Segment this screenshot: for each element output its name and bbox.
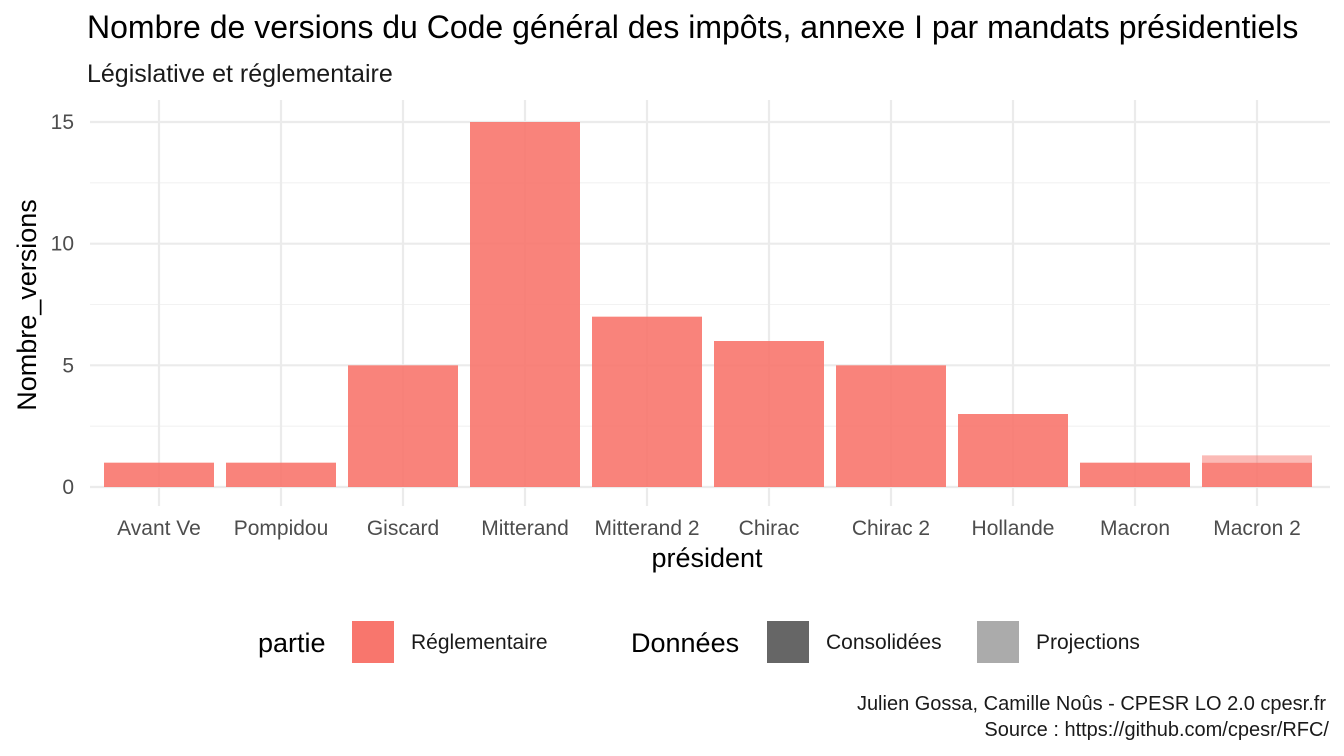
legend: partie Réglementaire Données Consolidées… <box>258 621 1140 663</box>
y-tick-label: 10 <box>51 233 74 256</box>
x-tick-label: Mitterand <box>481 517 569 540</box>
x-axis-title: président <box>651 543 763 573</box>
bar-projection-macron-2 <box>1202 455 1312 463</box>
chart-subtitle: Législative et réglementaire <box>87 60 393 88</box>
grid <box>90 100 1330 506</box>
x-tick-label: Mitterand 2 <box>594 517 699 540</box>
legend-label-consolidees: Consolidées <box>826 631 942 654</box>
legend-key-projections <box>977 621 1019 663</box>
bar-chirac-2 <box>836 365 946 487</box>
legend-title-donnees: Données <box>631 628 739 658</box>
bar-avant-ve <box>104 462 214 487</box>
caption-authors: Julien Gossa, Camille Noûs - CPESR LO 2.… <box>857 693 1326 715</box>
legend-key-consolidees <box>767 621 809 663</box>
x-tick-label: Avant Ve <box>117 517 201 540</box>
bar-macron-2 <box>1202 462 1312 487</box>
bar-macron <box>1080 462 1190 487</box>
y-axis-title: Nombre_versions <box>12 199 42 411</box>
bar-mitterand <box>470 122 580 487</box>
x-tick-label: Chirac <box>739 517 800 540</box>
bar-pompidou <box>226 462 336 487</box>
bars <box>104 122 1312 487</box>
bar-chirac <box>714 341 824 487</box>
x-axis-ticks: Avant Ve Pompidou Giscard Mitterand Mitteran… <box>117 517 1301 540</box>
x-tick-label: Hollande <box>972 517 1055 540</box>
legend-label-reglementaire: Réglementaire <box>411 631 548 654</box>
legend-key-reglementaire <box>352 621 394 663</box>
legend-title-partie: partie <box>258 628 326 658</box>
y-axis-ticks: 0 5 10 15 <box>51 111 74 499</box>
bar-giscard <box>348 365 458 487</box>
caption-source: Source : https://github.com/cpesr/RFC/ <box>984 719 1329 741</box>
y-tick-label: 5 <box>62 354 74 377</box>
x-tick-label: Chirac 2 <box>852 517 930 540</box>
x-tick-label: Pompidou <box>234 517 329 540</box>
bar-hollande <box>958 414 1068 487</box>
x-tick-label: Macron <box>1100 517 1170 540</box>
x-tick-label: Macron 2 <box>1213 517 1301 540</box>
x-tick-label: Giscard <box>367 517 439 540</box>
bar-mitterand-2 <box>592 316 702 487</box>
y-tick-label: 0 <box>62 476 74 499</box>
legend-label-projections: Projections <box>1036 631 1140 654</box>
y-tick-label: 15 <box>51 111 74 134</box>
chart-title: Nombre de versions du Code général des i… <box>87 9 1298 45</box>
